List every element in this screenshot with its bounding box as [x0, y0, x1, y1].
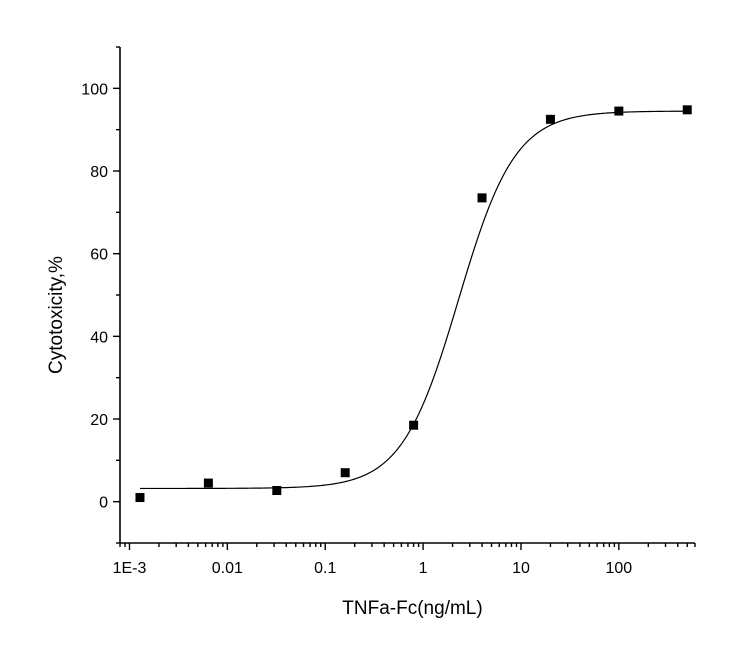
data-point — [409, 420, 419, 430]
fit-curve — [139, 110, 688, 490]
y-tick-label: 40 — [90, 329, 108, 346]
x-axis-title: TNFa-Fc(ng/mL) — [342, 598, 482, 619]
y-tick-label: 60 — [90, 247, 108, 264]
y-tick-label: 20 — [90, 412, 108, 429]
data-point — [272, 486, 282, 496]
data-point — [682, 105, 692, 115]
data-point — [203, 478, 213, 488]
x-tick-label: 100 — [605, 560, 632, 577]
x-tick-label: 0.01 — [212, 560, 243, 577]
y-tick-label: 100 — [81, 81, 108, 98]
y-tick-label: 0 — [99, 495, 108, 512]
x-tick-label: 10 — [512, 560, 530, 577]
y-tick-label: 80 — [90, 164, 108, 181]
data-point — [340, 468, 350, 478]
data-point — [545, 114, 555, 124]
y-ticks: 0 20 40 60 80 100 — [81, 46, 120, 544]
x-tick-label: 0.1 — [314, 560, 336, 577]
x-tick-label: 1E-3 — [113, 560, 147, 577]
axes: 1E-3 0.01 0.1 1 10 100 0 20 40 60 80 100 — [81, 46, 696, 577]
x-tick-label: 1 — [419, 560, 428, 577]
data-points — [135, 105, 692, 503]
data-point — [614, 106, 624, 116]
y-axis-title: Cytotoxicity,% — [46, 256, 67, 374]
data-point — [135, 493, 145, 503]
data-point — [477, 193, 487, 203]
x-ticks: 1E-3 0.01 0.1 1 10 100 — [113, 543, 696, 577]
plot-area — [135, 105, 692, 503]
